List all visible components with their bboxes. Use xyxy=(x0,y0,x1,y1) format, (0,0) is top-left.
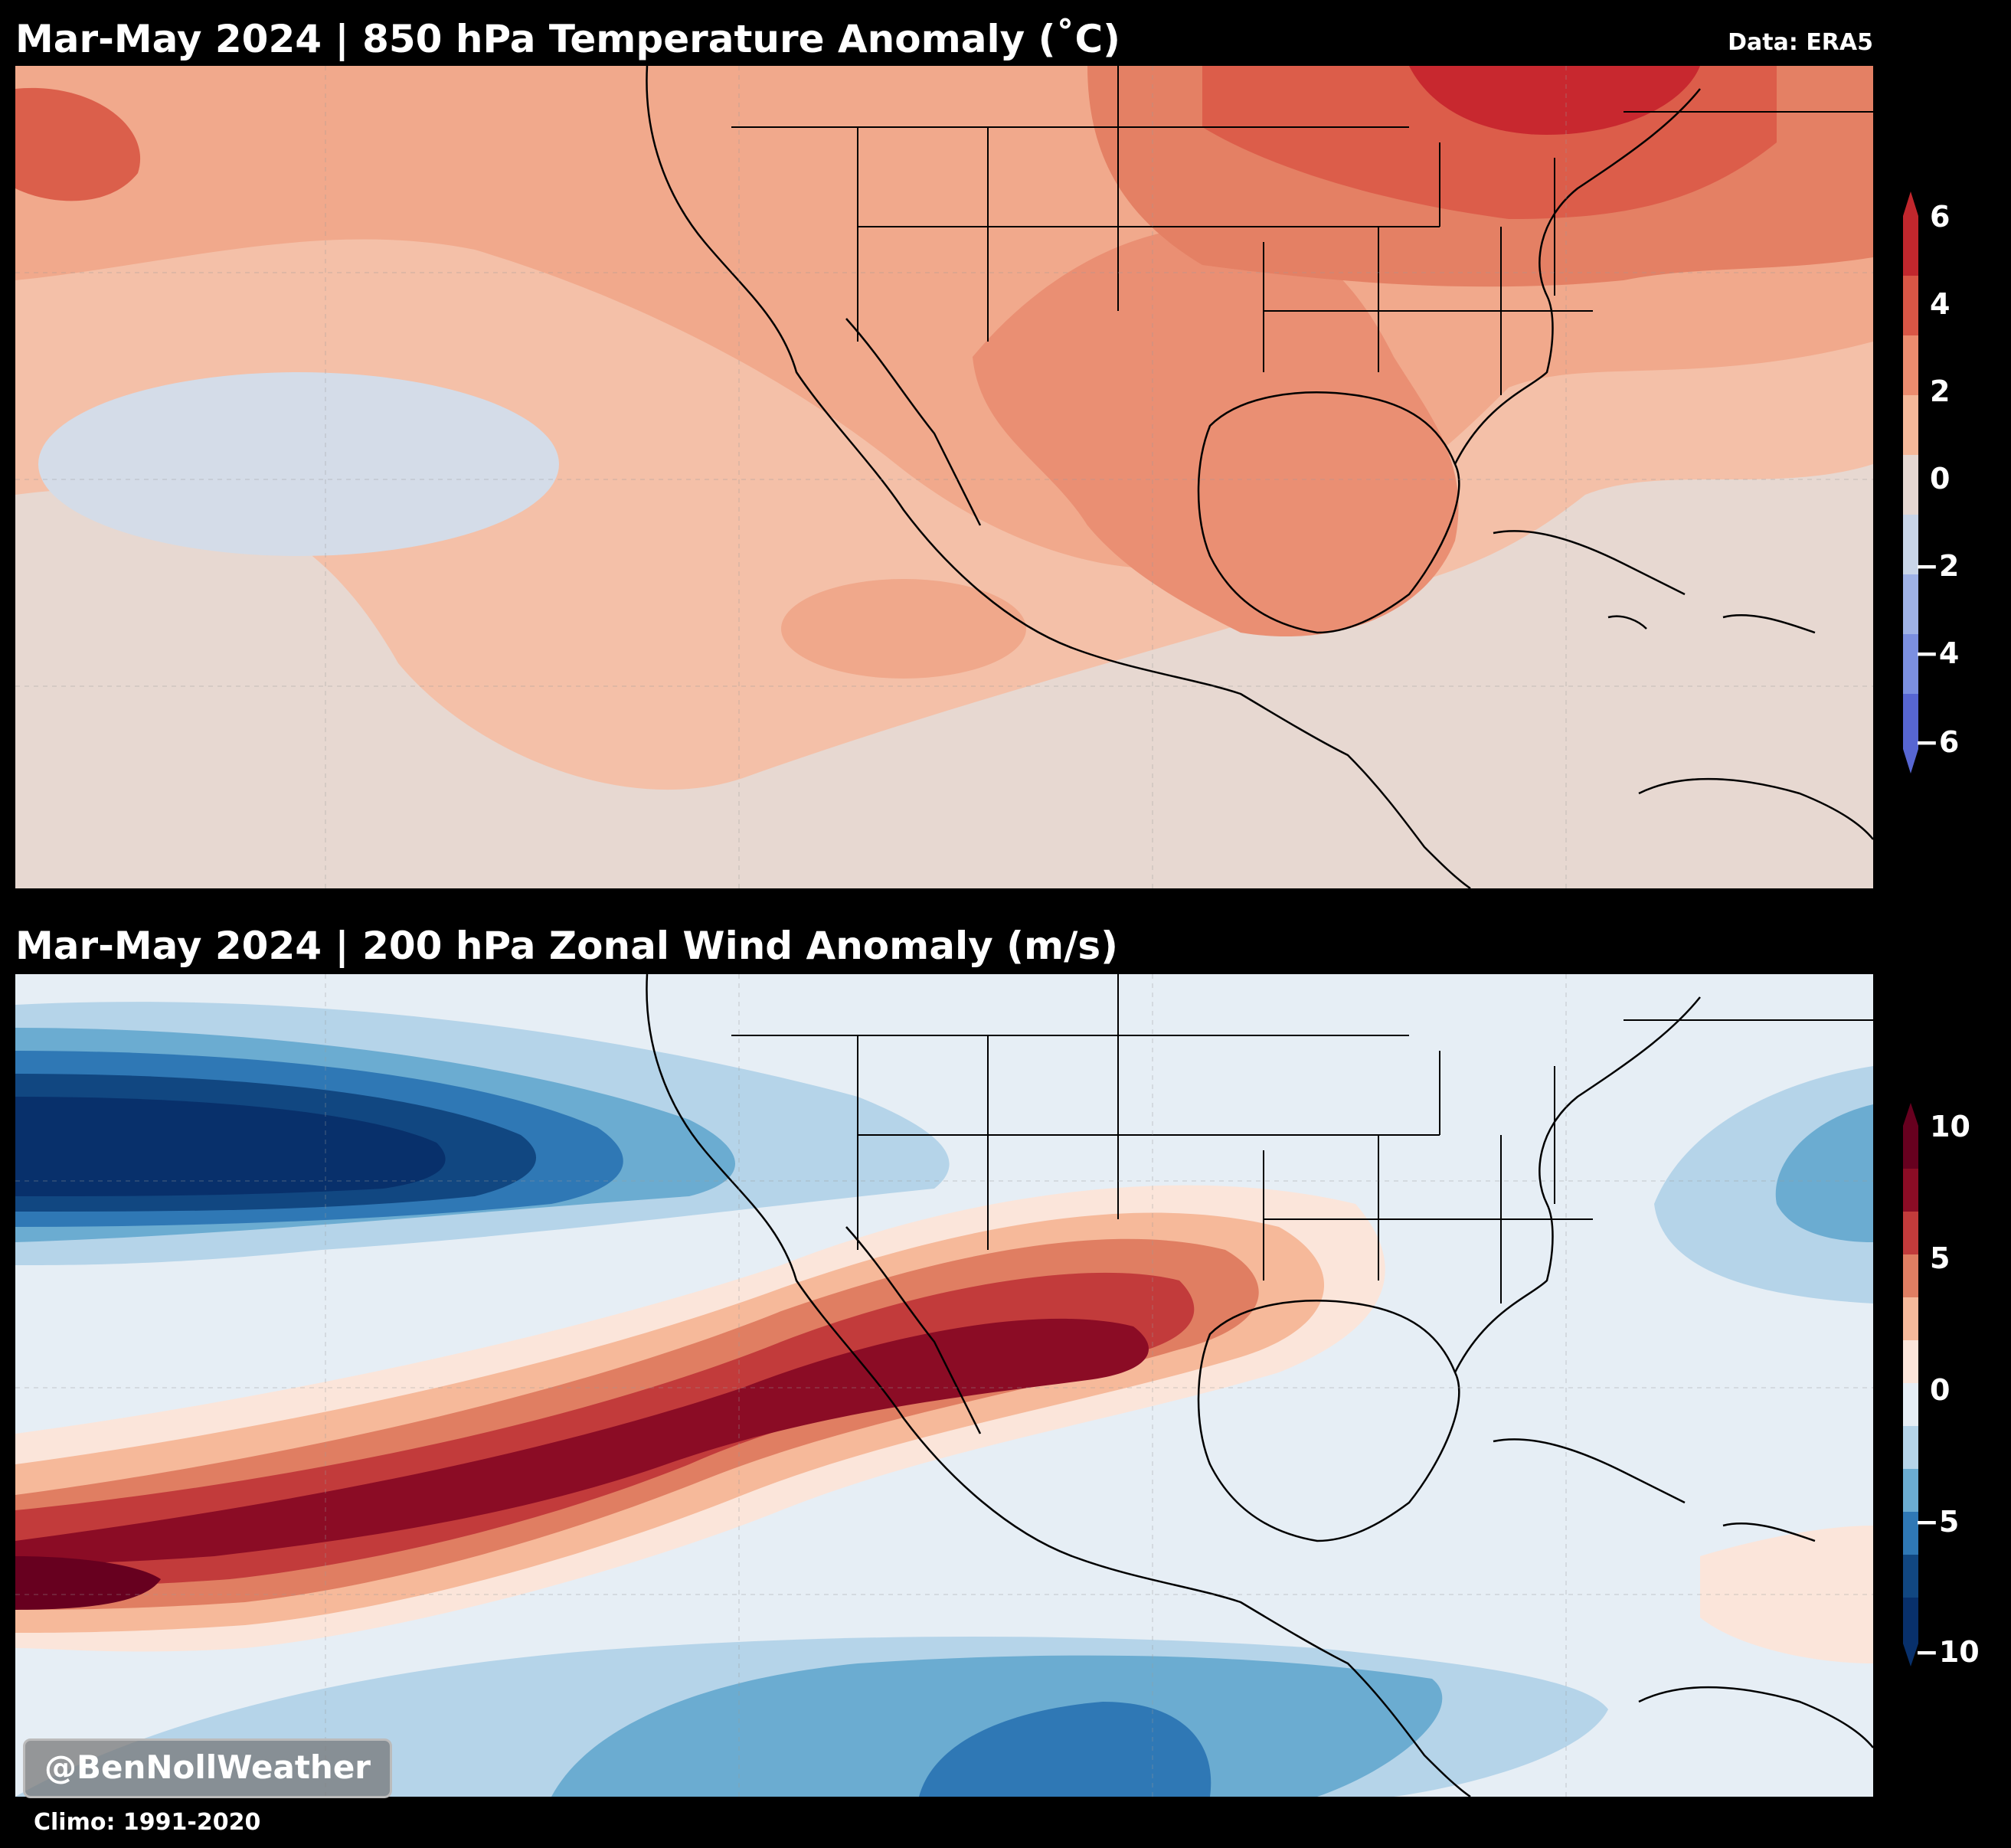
zonal-wind-anomaly-map xyxy=(15,974,1873,1797)
temp-tick-2: 2 xyxy=(1930,375,1951,408)
temperature-colorbar xyxy=(1903,191,1918,774)
data-source-label: Data: ERA5 xyxy=(1728,29,1873,56)
wind-colorbar xyxy=(1903,1103,1918,1666)
wind-tick-10: 10 xyxy=(1930,1110,1970,1143)
climo-label: Climo: 1991-2020 xyxy=(34,1809,261,1836)
temp-tick-neg4: −4 xyxy=(1915,636,1960,670)
temp-tick-6: 6 xyxy=(1930,200,1951,234)
wind-tick-0: 0 xyxy=(1930,1373,1951,1407)
bottom-panel-title: Mar-May 2024 | 200 hPa Zonal Wind Anomal… xyxy=(15,924,1118,968)
watermark-handle: @BenNollWeather xyxy=(23,1738,392,1798)
temp-tick-neg6: −6 xyxy=(1915,725,1960,759)
temp-tick-neg2: −2 xyxy=(1915,549,1960,583)
wind-tick-neg5: −5 xyxy=(1915,1505,1960,1539)
temperature-anomaly-map xyxy=(15,66,1873,888)
wind-tick-neg10: −10 xyxy=(1915,1635,1980,1669)
temp-tick-4: 4 xyxy=(1930,287,1951,321)
top-panel-title: Mar-May 2024 | 850 hPa Temperature Anoma… xyxy=(15,17,1120,61)
wind-tick-5: 5 xyxy=(1930,1241,1951,1275)
temp-tick-0: 0 xyxy=(1930,462,1951,496)
